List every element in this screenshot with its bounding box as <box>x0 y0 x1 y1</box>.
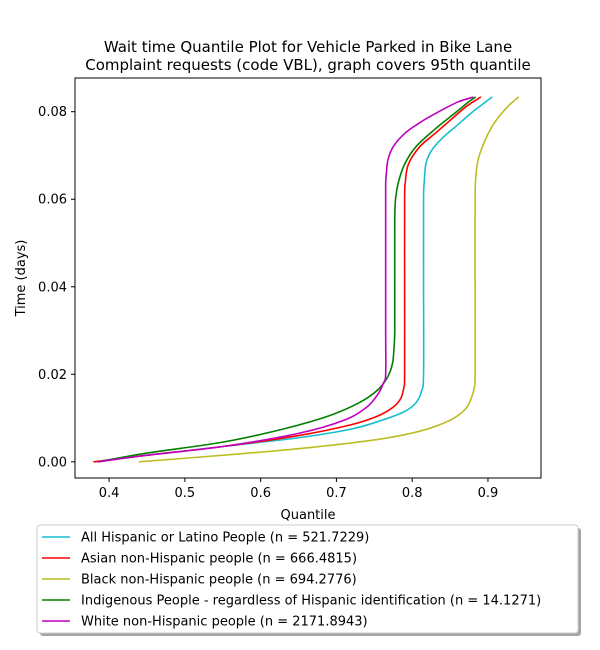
y-tick-label: 0.04 <box>38 280 67 295</box>
legend-items: All Hispanic or Latino People (n = 521.7… <box>42 531 541 630</box>
y-axis-label: Time (days) <box>14 240 29 318</box>
legend: All Hispanic or Latino People (n = 521.7… <box>36 524 581 636</box>
x-axis-ticks: 0.4 0.5 0.6 0.7 0.8 0.9 <box>99 478 499 501</box>
chart-title-line1: Wait time Quantile Plot for Vehicle Park… <box>104 38 512 56</box>
y-tick-label: 0.06 <box>38 193 67 208</box>
series-line-4 <box>96 96 474 463</box>
legend-label-3: Indigenous People - regardless of Hispan… <box>81 594 541 609</box>
series-layer <box>93 96 520 463</box>
plot-frame <box>74 77 542 479</box>
x-tick-label: 0.5 <box>175 486 196 501</box>
legend-label-1: Asian non-Hispanic people (n = 666.4815) <box>81 552 357 567</box>
plot-area <box>75 78 541 478</box>
x-tick-label: 0.6 <box>250 486 271 501</box>
y-tick-label: 0.02 <box>38 368 67 383</box>
legend-label-0: All Hispanic or Latino People (n = 521.7… <box>81 531 369 546</box>
y-axis-ticks: 0.00 0.02 0.04 0.06 0.08 <box>38 105 75 470</box>
y-tick-label: 0.00 <box>38 455 67 470</box>
series-line-3 <box>96 96 476 463</box>
series-line-1 <box>93 96 482 463</box>
legend-label-4: White non-Hispanic people (n = 2171.8943… <box>81 615 368 630</box>
x-tick-label: 0.9 <box>478 486 499 501</box>
series-line-2 <box>138 96 520 463</box>
x-tick-label: 0.4 <box>99 486 120 501</box>
series-line-0 <box>96 96 493 463</box>
x-axis-label: Quantile <box>281 508 336 523</box>
y-tick-label: 0.08 <box>38 105 67 120</box>
x-tick-label: 0.8 <box>402 486 423 501</box>
legend-box <box>36 524 579 634</box>
legend-label-2: Black non-Hispanic people (n = 694.2776) <box>81 573 357 588</box>
chart-title-line2: Complaint requests (code VBL), graph cov… <box>85 56 531 74</box>
x-tick-label: 0.7 <box>326 486 347 501</box>
